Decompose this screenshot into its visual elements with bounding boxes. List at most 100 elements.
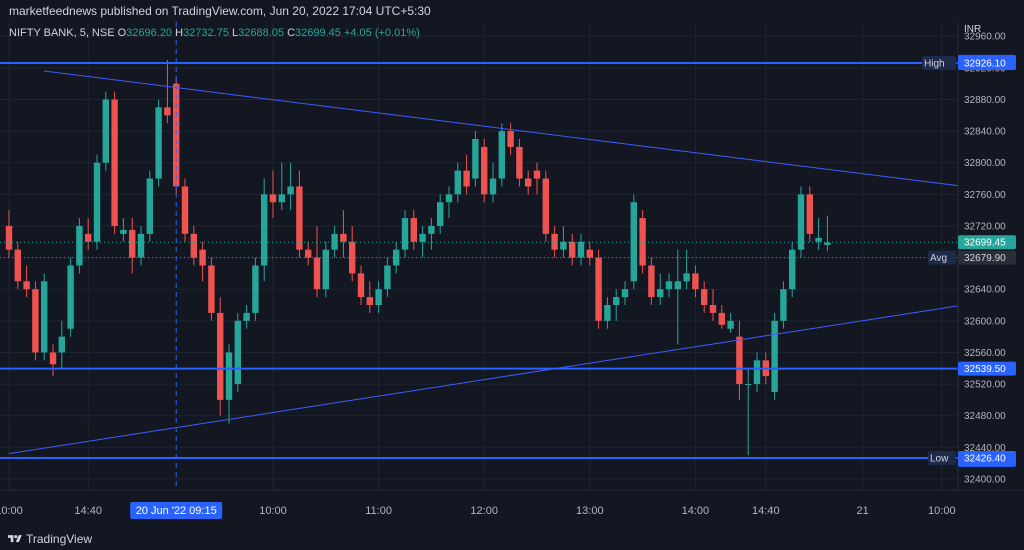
time-tick-label: 10:00	[259, 505, 287, 517]
candle-body	[190, 233, 197, 258]
candle-body	[569, 241, 576, 258]
avg-price-tag-bg	[958, 250, 1016, 265]
candle-body	[269, 194, 277, 203]
legend-open-label: O	[118, 27, 127, 39]
publisher-text: marketfeednews published on TradingView.…	[9, 4, 431, 18]
level-price-tag-bg	[958, 361, 1016, 376]
legend-change: +4.05 (+0.01%)	[344, 27, 420, 39]
candle-body	[665, 281, 673, 290]
candle-body	[533, 170, 541, 179]
candle-body	[577, 241, 585, 258]
candle-body	[595, 257, 602, 321]
candle-body	[824, 242, 831, 245]
candle-body	[683, 273, 690, 282]
candle-body	[14, 249, 21, 282]
candle-body	[481, 146, 488, 195]
candle-body	[498, 131, 505, 179]
price-tick-label: 32400.00	[964, 474, 1006, 485]
candle-body	[243, 312, 250, 321]
candle-body	[164, 107, 171, 116]
footer-bar: TradingView	[0, 528, 1024, 550]
publisher-bar: marketfeednews published on TradingView.…	[0, 0, 1024, 22]
candle-body	[111, 99, 118, 226]
avg-name-tag: Avg	[930, 253, 947, 264]
candle-body	[806, 194, 813, 234]
candle-body	[489, 178, 497, 195]
candle-body	[701, 289, 708, 306]
price-chart[interactable]: 32960.0032920.0032880.0032840.0032800.00…	[0, 22, 1024, 528]
level-price-tag: 32539.50	[964, 364, 1006, 375]
candle-body	[613, 297, 620, 306]
time-tick-label: 10:00	[0, 505, 23, 517]
candle-body	[67, 265, 74, 329]
candle-body	[49, 352, 57, 365]
ohlc-legend: NIFTY BANK, 5, NSE O32696.20 H32732.75 L…	[9, 27, 420, 39]
legend-high: 32732.75	[183, 27, 232, 39]
level-name-tag: High	[924, 59, 945, 70]
legend-low: 32688.05	[238, 27, 287, 39]
candle-body	[41, 281, 48, 353]
candle-body	[771, 320, 778, 392]
level-price-tag: 32426.40	[964, 454, 1006, 465]
candle-body	[437, 202, 444, 226]
avg-price-tag: 32679.90	[964, 253, 1006, 264]
candle-body	[129, 229, 136, 258]
candle-body	[401, 218, 409, 250]
candle-body	[445, 194, 453, 203]
legend-high-label: H	[175, 27, 183, 39]
price-tick-label: 32760.00	[964, 190, 1006, 201]
trend-line	[8, 295, 1024, 455]
level-name-tag-bg	[928, 451, 956, 466]
candle-body	[463, 170, 470, 187]
price-tick-label: 32720.00	[964, 221, 1006, 232]
candle-body	[797, 194, 805, 250]
candle-body	[454, 170, 461, 195]
candle-body	[692, 273, 699, 290]
candle-body	[313, 257, 321, 290]
candle-body	[199, 249, 206, 266]
price-tick-label: 32480.00	[964, 411, 1006, 422]
legend-symbol: NIFTY BANK, 5, NSE	[9, 27, 118, 39]
time-tick-label: 10:00	[928, 505, 956, 517]
candle-body	[718, 312, 725, 325]
crosshair-time-tag-bg	[130, 502, 223, 519]
price-tick-label: 32560.00	[964, 348, 1006, 359]
candle-body	[155, 107, 162, 179]
candle-body	[357, 273, 365, 298]
candle-body	[287, 186, 294, 195]
candle-body	[173, 83, 180, 187]
candle-body	[410, 218, 417, 242]
last-price-tag: 32699.45	[964, 238, 1006, 249]
candle-body	[736, 336, 743, 385]
time-tick-label: 14:00	[682, 505, 710, 517]
time-axis-labels: 10:00 14:40 10:00 11:00 12:00 13:00 14:00 14:40…	[0, 505, 956, 517]
candle-body	[621, 289, 629, 298]
level-price-tag-bg	[958, 56, 1016, 71]
price-tick-label: 32960.00	[964, 32, 1006, 43]
level-name-tag: Low	[930, 454, 949, 465]
candle-body	[542, 178, 549, 234]
level-price-tag-bg	[958, 451, 1016, 466]
price-tick-label: 32800.00	[964, 158, 1006, 169]
candle-body	[366, 297, 373, 306]
ohlc-legend-text: NIFTY BANK, 5, NSE O32696.20 H32732.75 L…	[9, 27, 420, 39]
candle-body	[472, 139, 479, 179]
avg-name-tag-bg	[928, 250, 956, 265]
candle-body	[225, 352, 233, 400]
currency-label: INR	[964, 24, 981, 35]
candle-body	[5, 225, 13, 250]
candle-body	[745, 384, 752, 386]
candle-body	[709, 305, 717, 313]
candle-body	[93, 162, 101, 242]
candle-body	[296, 186, 303, 250]
price-axis-background	[958, 22, 1024, 528]
chart-background	[0, 22, 1024, 528]
time-tick-label: 13:00	[576, 505, 604, 517]
candle-body	[375, 289, 382, 306]
level-name-tag-bg	[922, 56, 956, 71]
candle-body	[137, 233, 145, 258]
crosshair-time-tag: 20 Jun '22 09:15	[136, 505, 217, 517]
candle-body	[780, 289, 787, 321]
candle-body	[76, 225, 83, 266]
time-tick-label: 14:40	[74, 505, 102, 517]
